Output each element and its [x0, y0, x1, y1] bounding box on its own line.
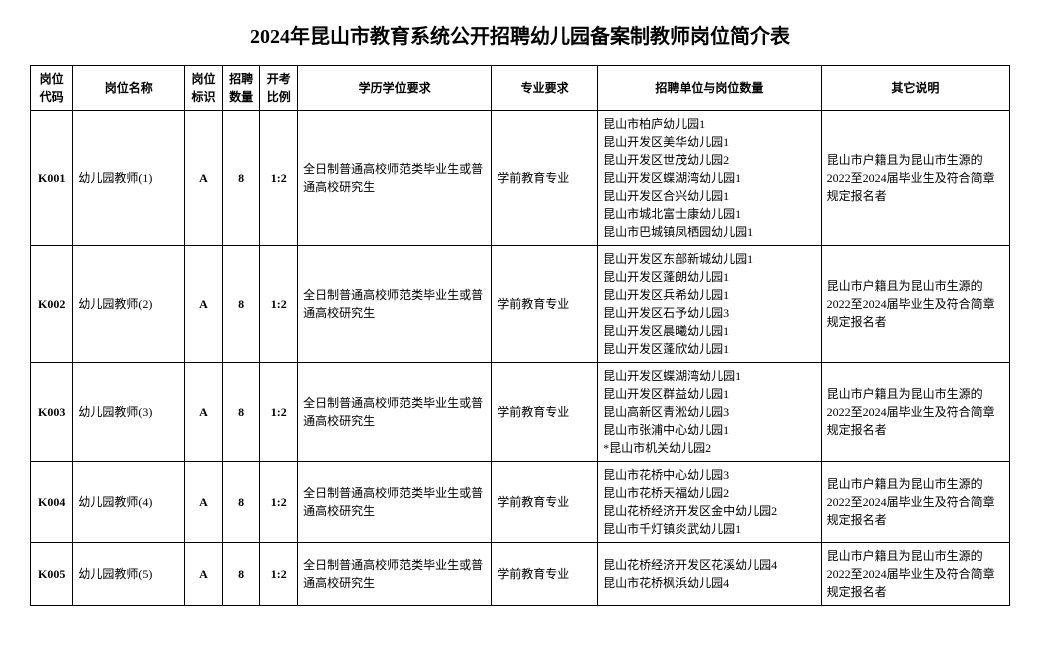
cell-edu: 全日制普通高校师范类毕业生或普通高校研究生 — [298, 363, 492, 462]
cell-name: 幼儿园教师(4) — [73, 462, 185, 543]
unit-line: 昆山开发区兵希幼儿园1 — [603, 286, 816, 304]
unit-line: 昆山开发区蝶湖湾幼儿园1 — [603, 367, 816, 385]
unit-line: 昆山开发区蝶湖湾幼儿园1 — [603, 169, 816, 187]
cell-ratio: 1:2 — [260, 363, 298, 462]
header-edu: 学历学位要求 — [298, 66, 492, 111]
header-code: 岗位代码 — [31, 66, 73, 111]
cell-units: 昆山市柏庐幼儿园1昆山开发区美华幼儿园1昆山开发区世茂幼儿园2昆山开发区蝶湖湾幼… — [598, 111, 822, 246]
unit-line: *昆山市机关幼儿园2 — [603, 439, 816, 457]
cell-ratio: 1:2 — [260, 543, 298, 606]
cell-code: K005 — [31, 543, 73, 606]
cell-units: 昆山市花桥中心幼儿园3昆山市花桥天福幼儿园2昆山花桥经济开发区金中幼儿园2昆山市… — [598, 462, 822, 543]
unit-line: 昆山高新区青淞幼儿园3 — [603, 403, 816, 421]
cell-count: 8 — [222, 363, 260, 462]
cell-ratio: 1:2 — [260, 462, 298, 543]
unit-line: 昆山开发区群益幼儿园1 — [603, 385, 816, 403]
unit-line: 昆山开发区合兴幼儿园1 — [603, 187, 816, 205]
unit-line: 昆山市城北富士康幼儿园1 — [603, 205, 816, 223]
unit-line: 昆山花桥经济开发区花溪幼儿园4 — [603, 556, 816, 574]
cell-units: 昆山花桥经济开发区花溪幼儿园4昆山市花桥枫浜幼儿园4 — [598, 543, 822, 606]
cell-count: 8 — [222, 111, 260, 246]
table-row: K003幼儿园教师(3)A81:2全日制普通高校师范类毕业生或普通高校研究生学前… — [31, 363, 1010, 462]
cell-mark: A — [185, 111, 223, 246]
cell-edu: 全日制普通高校师范类毕业生或普通高校研究生 — [298, 111, 492, 246]
cell-name: 幼儿园教师(2) — [73, 246, 185, 363]
cell-count: 8 — [222, 543, 260, 606]
header-count: 招聘数量 — [222, 66, 260, 111]
cell-mark: A — [185, 363, 223, 462]
unit-line: 昆山开发区晨曦幼儿园1 — [603, 322, 816, 340]
header-ratio: 开考比例 — [260, 66, 298, 111]
header-mark: 岗位标识 — [185, 66, 223, 111]
unit-line: 昆山花桥经济开发区金中幼儿园2 — [603, 502, 816, 520]
cell-code: K004 — [31, 462, 73, 543]
table-row: K001幼儿园教师(1)A81:2全日制普通高校师范类毕业生或普通高校研究生学前… — [31, 111, 1010, 246]
cell-major: 学前教育专业 — [492, 462, 598, 543]
unit-line: 昆山市张浦中心幼儿园1 — [603, 421, 816, 439]
header-units: 招聘单位与岗位数量 — [598, 66, 822, 111]
cell-count: 8 — [222, 462, 260, 543]
cell-mark: A — [185, 246, 223, 363]
page-title: 2024年昆山市教育系统公开招聘幼儿园备案制教师岗位简介表 — [30, 20, 1010, 49]
table-header-row: 岗位代码 岗位名称 岗位标识 招聘数量 开考比例 学历学位要求 专业要求 招聘单… — [31, 66, 1010, 111]
unit-line: 昆山开发区东部新城幼儿园1 — [603, 250, 816, 268]
header-other: 其它说明 — [821, 66, 1009, 111]
header-name: 岗位名称 — [73, 66, 185, 111]
cell-name: 幼儿园教师(1) — [73, 111, 185, 246]
unit-line: 昆山市柏庐幼儿园1 — [603, 115, 816, 133]
cell-code: K001 — [31, 111, 73, 246]
unit-line: 昆山开发区蓬欣幼儿园1 — [603, 340, 816, 358]
positions-table: 岗位代码 岗位名称 岗位标识 招聘数量 开考比例 学历学位要求 专业要求 招聘单… — [30, 65, 1010, 606]
cell-ratio: 1:2 — [260, 111, 298, 246]
cell-edu: 全日制普通高校师范类毕业生或普通高校研究生 — [298, 462, 492, 543]
cell-major: 学前教育专业 — [492, 246, 598, 363]
cell-name: 幼儿园教师(5) — [73, 543, 185, 606]
unit-line: 昆山市巴城镇凤栖园幼儿园1 — [603, 223, 816, 241]
cell-units: 昆山开发区蝶湖湾幼儿园1昆山开发区群益幼儿园1昆山高新区青淞幼儿园3昆山市张浦中… — [598, 363, 822, 462]
table-row: K002幼儿园教师(2)A81:2全日制普通高校师范类毕业生或普通高校研究生学前… — [31, 246, 1010, 363]
cell-other: 昆山市户籍且为昆山市生源的2022至2024届毕业生及符合简章规定报名者 — [821, 111, 1009, 246]
cell-major: 学前教育专业 — [492, 111, 598, 246]
cell-code: K002 — [31, 246, 73, 363]
cell-other: 昆山市户籍且为昆山市生源的2022至2024届毕业生及符合简章规定报名者 — [821, 363, 1009, 462]
cell-edu: 全日制普通高校师范类毕业生或普通高校研究生 — [298, 246, 492, 363]
cell-other: 昆山市户籍且为昆山市生源的2022至2024届毕业生及符合简章规定报名者 — [821, 462, 1009, 543]
cell-other: 昆山市户籍且为昆山市生源的2022至2024届毕业生及符合简章规定报名者 — [821, 543, 1009, 606]
cell-units: 昆山开发区东部新城幼儿园1昆山开发区蓬朗幼儿园1昆山开发区兵希幼儿园1昆山开发区… — [598, 246, 822, 363]
unit-line: 昆山开发区蓬朗幼儿园1 — [603, 268, 816, 286]
cell-code: K003 — [31, 363, 73, 462]
unit-line: 昆山开发区世茂幼儿园2 — [603, 151, 816, 169]
cell-edu: 全日制普通高校师范类毕业生或普通高校研究生 — [298, 543, 492, 606]
cell-major: 学前教育专业 — [492, 543, 598, 606]
cell-name: 幼儿园教师(3) — [73, 363, 185, 462]
table-row: K005幼儿园教师(5)A81:2全日制普通高校师范类毕业生或普通高校研究生学前… — [31, 543, 1010, 606]
header-major: 专业要求 — [492, 66, 598, 111]
table-row: K004幼儿园教师(4)A81:2全日制普通高校师范类毕业生或普通高校研究生学前… — [31, 462, 1010, 543]
cell-mark: A — [185, 462, 223, 543]
unit-line: 昆山市花桥中心幼儿园3 — [603, 466, 816, 484]
cell-ratio: 1:2 — [260, 246, 298, 363]
cell-count: 8 — [222, 246, 260, 363]
unit-line: 昆山市千灯镇炎武幼儿园1 — [603, 520, 816, 538]
cell-other: 昆山市户籍且为昆山市生源的2022至2024届毕业生及符合简章规定报名者 — [821, 246, 1009, 363]
cell-mark: A — [185, 543, 223, 606]
unit-line: 昆山开发区美华幼儿园1 — [603, 133, 816, 151]
cell-major: 学前教育专业 — [492, 363, 598, 462]
unit-line: 昆山市花桥枫浜幼儿园4 — [603, 574, 816, 592]
unit-line: 昆山开发区石予幼儿园3 — [603, 304, 816, 322]
unit-line: 昆山市花桥天福幼儿园2 — [603, 484, 816, 502]
